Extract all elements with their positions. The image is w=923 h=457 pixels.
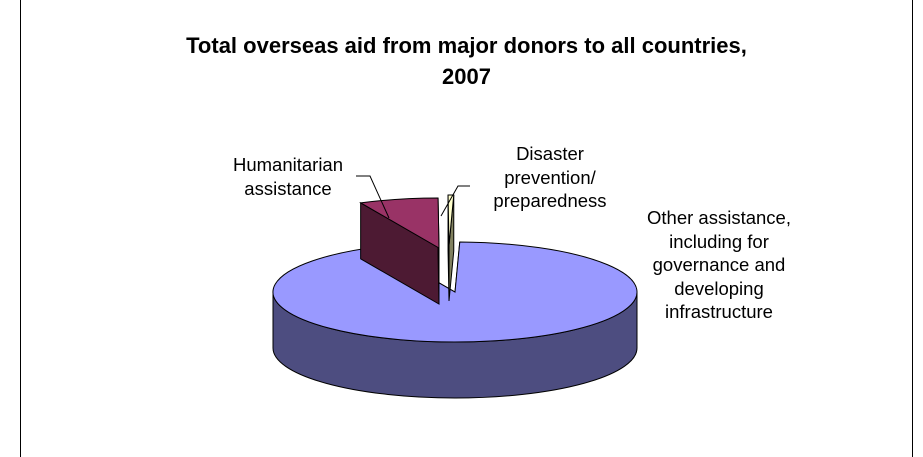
leader-line-humanitarian [356,175,390,219]
leader-line-disaster [440,185,470,217]
pie-slice-disaster-prevention [447,194,455,302]
slice-label-humanitarian: Humanitarian assistance [218,153,358,200]
slice-label-line: including for [669,230,769,252]
slice-label-line: governance and [652,254,786,275]
slice-label-line: Humanitarian [232,154,344,175]
slice-label-line: Other assistance, [647,207,791,228]
chart-frame [20,0,913,457]
slice-label-line: assistance [244,177,332,199]
slice-label-line: prevention/ [504,166,596,188]
slice-label-disaster-prevention: Disaster prevention/preparedness [480,142,620,213]
slice-label-line: developing [674,277,764,299]
chart-title-line-2: 2007 [442,64,491,89]
slice-label-line: infrastructure [665,301,773,322]
slice-label-line: Disaster [516,143,584,164]
chart-title-line-1: Total overseas aid from major donors to … [186,33,747,58]
pie-slice-other-assistance [272,241,638,399]
slice-label-other-assistance: Other assistance, including for governance… [634,206,804,324]
slice-label-line: preparedness [493,190,607,211]
pie-slice-humanitarian [359,197,440,305]
